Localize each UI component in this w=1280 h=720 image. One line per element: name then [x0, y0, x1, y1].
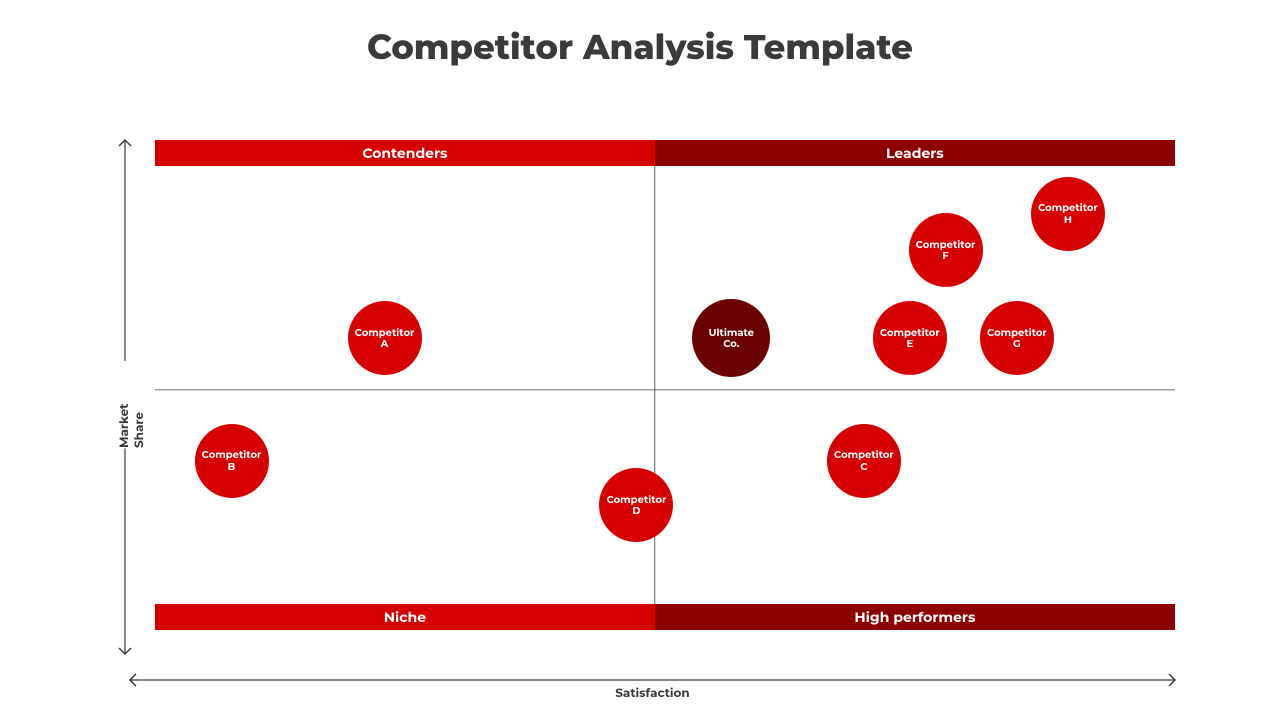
bubble-d: CompetitorD	[599, 468, 673, 542]
x-axis-label: Satisfaction	[603, 686, 703, 701]
bubble-b: CompetitorB	[195, 424, 269, 498]
bubble-f: CompetitorF	[909, 213, 983, 287]
bubble-a: CompetitorA	[348, 301, 422, 375]
y-axis-label: Market Share	[117, 404, 147, 448]
bubble-label: CompetitorD	[607, 494, 667, 517]
bubble-label: CompetitorG	[987, 327, 1047, 350]
bubble-g: CompetitorG	[980, 301, 1054, 375]
bubble-label: CompetitorA	[355, 327, 415, 350]
bubble-label: CompetitorH	[1038, 202, 1098, 225]
bubble-label: CompetitorE	[880, 327, 940, 350]
bubble-h: CompetitorH	[1031, 177, 1105, 251]
bubble-label: CompetitorC	[834, 449, 894, 472]
page: Competitor Analysis Template Contenders …	[0, 0, 1280, 720]
bubble-label: CompetitorB	[202, 449, 262, 472]
bubble-e: CompetitorE	[873, 301, 947, 375]
plot-area: CompetitorA CompetitorB CompetitorC Competi…	[155, 140, 1175, 630]
bubble-c: CompetitorC	[827, 424, 901, 498]
bubble-label: CompetitorF	[916, 239, 976, 262]
bubble-ult: UltimateCo.	[692, 299, 770, 377]
bubble-label: UltimateCo.	[709, 327, 754, 350]
